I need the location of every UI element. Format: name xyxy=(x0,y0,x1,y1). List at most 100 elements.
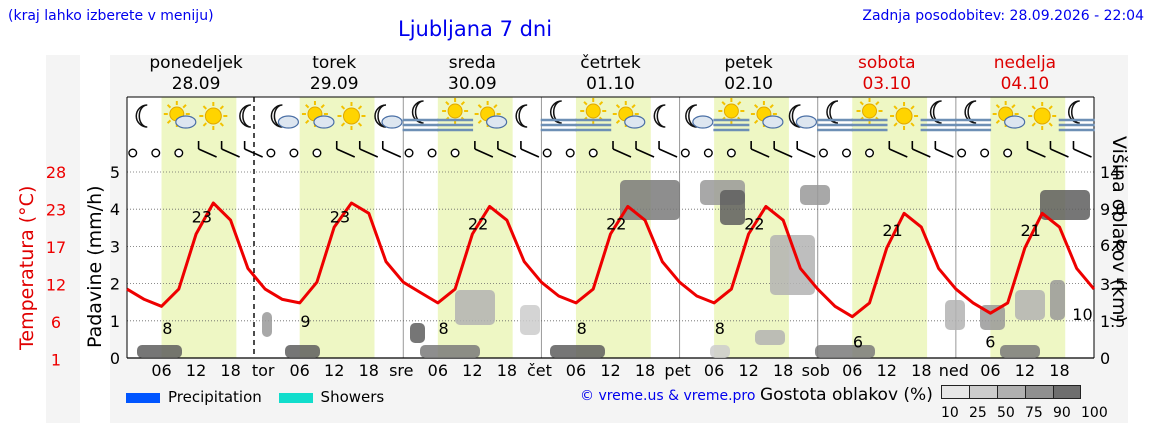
wind-barb-shaft xyxy=(658,148,678,158)
sun-ray xyxy=(357,105,363,110)
sun-ray xyxy=(166,104,172,109)
cloud-density-cell xyxy=(410,323,425,343)
cloud-density-cell xyxy=(945,300,965,330)
sun-icon xyxy=(199,102,228,130)
cloud-density-cell xyxy=(720,190,745,225)
sun-ray xyxy=(202,122,207,127)
sun-ray xyxy=(910,122,915,127)
sun-disc xyxy=(342,107,360,125)
wind-barb-shaft xyxy=(336,148,356,158)
credit-link[interactable]: © vreme.us & vreme.pro xyxy=(580,388,756,404)
cloud-shape xyxy=(795,115,818,129)
sun-disc xyxy=(862,103,878,119)
wind-barb-shaft xyxy=(935,148,954,158)
density-swatch xyxy=(997,385,1025,399)
hour-tick: 06 xyxy=(566,361,586,380)
sun-ray xyxy=(754,119,759,124)
calm-wind-icon xyxy=(565,148,575,158)
cloud-height-axis-label: Višina oblakov (km) xyxy=(1108,136,1130,323)
day-abbr: ned xyxy=(939,361,969,380)
day-abbr: tor xyxy=(252,361,275,380)
cloud-density-cell xyxy=(770,235,815,295)
hour-tick: 18 xyxy=(635,361,655,380)
cloud-shape xyxy=(624,115,646,129)
calm-wind-icon xyxy=(289,148,299,158)
sun-ray xyxy=(995,119,1001,124)
cloud-height-tick: 6.0 xyxy=(1100,236,1125,255)
sun-ray xyxy=(859,101,864,106)
density-level-label: 25 xyxy=(969,405,987,421)
hour-tick: 06 xyxy=(704,361,724,380)
sun-ray xyxy=(1011,104,1016,109)
day-name: četrtek xyxy=(580,53,641,73)
moon-crescent xyxy=(550,100,562,124)
sun-ray xyxy=(182,104,187,109)
temperature-tick: 17 xyxy=(46,238,66,257)
cloud-height-tick: 14 xyxy=(1100,163,1120,182)
cloud-density-cell xyxy=(1000,345,1040,358)
cloud-density-cell xyxy=(455,290,495,325)
wind-barb-shaft xyxy=(474,148,494,158)
cloud-density-scale: 10 25 50 75 90 100 xyxy=(941,384,1109,421)
wind-barb-icon xyxy=(773,141,793,158)
day-name: petek xyxy=(725,53,773,73)
temperature-label: 21 xyxy=(1021,221,1041,240)
wind-barb-shaft xyxy=(1050,148,1069,158)
precip-tick: 3 xyxy=(110,237,120,256)
day-date: 30.09 xyxy=(448,74,497,94)
cloud-density-cell xyxy=(815,345,875,358)
cloud-density-cell xyxy=(285,345,320,358)
sun-ray xyxy=(754,104,759,109)
hour-tick: 18 xyxy=(359,361,379,380)
moon-fog-icon xyxy=(1058,100,1095,132)
sun-disc xyxy=(895,107,913,125)
sun-disc xyxy=(723,103,739,119)
cloud-height-tick: 1.5 xyxy=(1100,312,1125,331)
cloud-density-cell xyxy=(1040,190,1090,220)
sun-ray xyxy=(598,101,604,106)
sun-ray xyxy=(460,101,465,106)
cloud-density-cell xyxy=(1050,280,1065,320)
day-date: 01.10 xyxy=(586,74,635,94)
cloud-shape xyxy=(762,115,784,129)
moon-crescent xyxy=(964,100,977,124)
hour-tick: 12 xyxy=(600,361,620,380)
moon-crescent xyxy=(1068,100,1080,124)
moon-crescent xyxy=(826,100,839,124)
hour-tick: 12 xyxy=(186,361,206,380)
sun-ray xyxy=(583,101,588,106)
wind-barb-icon xyxy=(358,141,379,158)
day-name: sobota xyxy=(858,53,916,73)
calm-wind-icon xyxy=(404,148,414,158)
legend-precipitation-label: Precipitation xyxy=(168,388,262,406)
sun-icon xyxy=(890,102,919,130)
temperature-label: 22 xyxy=(468,214,488,233)
wind-barb-shaft xyxy=(888,148,908,158)
left-axis-strip xyxy=(46,55,80,423)
wind-barb-shaft xyxy=(750,148,770,158)
wind-barb-icon xyxy=(220,141,240,158)
cloud-density-cell xyxy=(137,345,182,358)
hour-tick: 06 xyxy=(842,361,862,380)
calm-wind-icon xyxy=(450,148,460,158)
cloud-density-cell xyxy=(420,345,480,358)
sun-fog-icon xyxy=(851,98,888,132)
sun-disc xyxy=(1033,107,1051,125)
sun-cloud-icon xyxy=(301,101,335,129)
wind-barb-icon xyxy=(934,141,954,158)
day-date: 28.09 xyxy=(172,74,221,94)
calm-wind-icon xyxy=(542,148,552,158)
sun-icon xyxy=(1028,102,1057,130)
calm-wind-icon xyxy=(865,148,875,158)
wind-barb-shaft xyxy=(612,148,632,158)
sun-fog-icon xyxy=(575,98,612,132)
temperature-label: 8 xyxy=(438,319,448,338)
precipitation-swatch xyxy=(126,392,160,403)
density-level-label: 10 xyxy=(941,405,959,421)
sun-cloud-icon xyxy=(612,101,646,129)
sun-ray xyxy=(340,122,346,127)
wind-barb-icon xyxy=(750,141,770,158)
hour-tick: 18 xyxy=(773,361,793,380)
sun-cloud-icon xyxy=(992,101,1026,129)
moon-fog-icon xyxy=(920,100,957,132)
